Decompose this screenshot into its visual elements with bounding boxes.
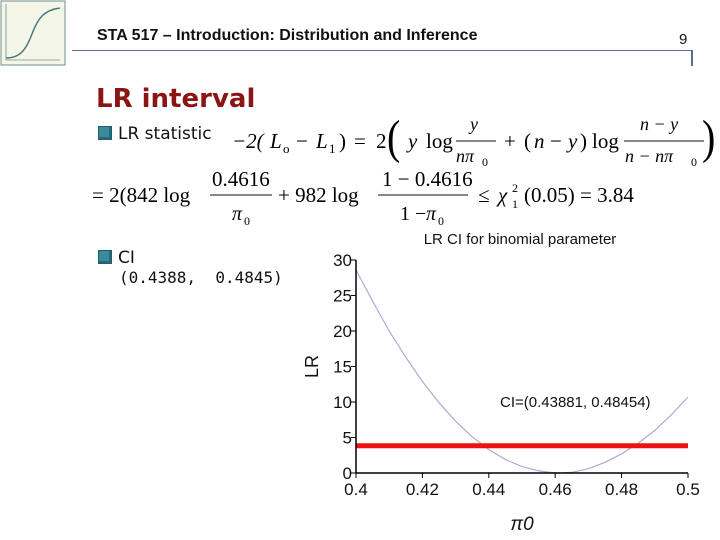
svg-text:π: π [232,203,243,225]
svg-text:y: y [406,129,418,153]
svg-text:n − nπ: n − nπ [625,146,674,166]
svg-text:1: 1 [512,197,518,211]
svg-text:log: log [426,129,453,153]
x-tick-label: 0.5 [676,480,700,499]
y-tick-label: 30 [333,251,352,270]
svg-text:1 − 0.4616: 1 − 0.4616 [382,167,473,191]
y-tick-label: 25 [333,287,352,306]
svg-text:2: 2 [512,181,518,195]
lr-statistic-label: LR statistic [118,124,212,144]
course-title: STA 517 – Introduction: Distribution and… [97,27,478,44]
x-tick-label: 0.42 [406,480,439,499]
svg-text:=: = [354,129,366,153]
svg-text:y: y [566,129,578,153]
chart-ci-annotation: CI=(0.43881, 0.48454) [500,394,651,411]
chart-title: LR CI for binomial parameter [424,231,617,248]
svg-text:= 2(842 log: = 2(842 log [92,183,191,207]
bullet-square-icon [98,126,112,140]
x-tick-label: 0.48 [605,480,638,499]
svg-text:−: − [550,129,562,153]
svg-text:n: n [534,129,545,153]
bullet-ci: CI [98,248,135,268]
svg-text:χ: χ [496,183,508,207]
header-divider-tick [691,50,693,66]
svg-text:): ) [580,129,587,153]
y-tick-label: 0 [343,464,352,483]
svg-text:1 −: 1 − [400,203,426,225]
svg-text:): ) [702,110,715,163]
chart-x-axis-label: π0 [510,514,534,535]
lr-ci-chart: LR CI for binomial parameter LR π0 CI=(0… [302,231,700,535]
y-tick-label: 20 [333,322,352,341]
svg-text:(: ( [387,110,400,163]
course-logo [0,0,66,66]
chart-y-axis-label: LR [302,355,322,378]
header-divider [72,50,692,51]
svg-text:+ 982 log: + 982 log [278,183,359,207]
svg-text:2: 2 [376,129,387,153]
svg-text:y: y [468,114,478,134]
svg-text:≤: ≤ [478,183,490,207]
svg-text:−: − [296,129,308,153]
lr-numeric-equation: = 2(842 log 0.4616 π 0 + 982 log 1 − 0.4… [92,167,634,228]
y-tick-label: 15 [333,358,352,377]
svg-text:0: 0 [244,214,250,228]
x-tick-label: 0.4 [344,480,368,499]
svg-text:0: 0 [482,155,488,169]
y-tick-label: 10 [333,393,352,412]
y-tick-label: 5 [343,429,352,448]
ci-value: (0.4388, 0.4845) [119,268,283,287]
svg-text:+: + [504,129,516,153]
x-tick-label: 0.44 [472,480,505,499]
svg-text:): ) [339,129,346,153]
bullet-square-icon [98,250,112,264]
svg-text:L: L [269,129,282,153]
lr-curve-line [355,269,689,474]
svg-text:(: ( [524,129,531,153]
svg-text:L: L [315,129,328,153]
section-title: LR interval [96,84,256,114]
svg-text:(0.05) = 3.84: (0.05) = 3.84 [524,183,634,207]
svg-text:−2(: −2( [232,129,266,153]
bullet-lr-statistic: LR statistic [98,124,212,144]
svg-text:o: o [283,141,290,156]
x-tick-label: 0.46 [539,480,572,499]
lr-definition-equation: −2( L o − L 1 ) = 2 ( y log y nπ 0 + ( n… [232,110,715,169]
svg-text:n − y: n − y [640,114,678,134]
svg-text:1: 1 [329,141,336,156]
svg-text:0.4616: 0.4616 [212,167,270,191]
svg-text:π: π [426,203,437,225]
svg-text:0: 0 [438,214,444,228]
svg-text:log: log [592,129,619,153]
ci-label: CI [118,248,135,268]
svg-text:nπ: nπ [456,146,475,166]
svg-text:0: 0 [691,155,697,169]
page-number: 9 [679,31,688,48]
